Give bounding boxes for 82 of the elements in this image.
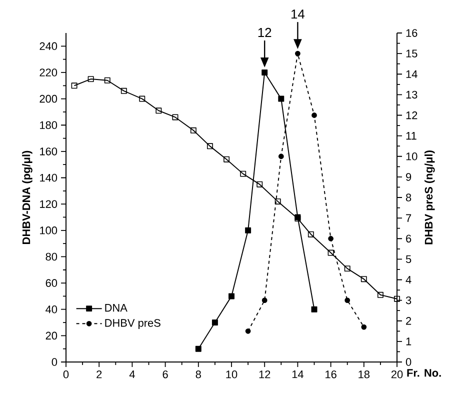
y2-tick-label: 16 (406, 29, 418, 37)
point (262, 69, 268, 76)
point (328, 250, 334, 256)
y-tick-label: 100 (40, 226, 58, 234)
point (344, 298, 350, 303)
legend-label: DNA (105, 304, 128, 312)
y2-tick-label: 14 (406, 70, 418, 78)
point (312, 112, 317, 118)
point (295, 50, 300, 56)
point (274, 198, 281, 204)
y2-tick-label: 13 (406, 90, 418, 99)
point (228, 293, 234, 300)
y2-tick-label: 15 (406, 50, 418, 58)
point (308, 231, 314, 238)
point (240, 170, 246, 177)
y2-tick-label: 6 (406, 234, 412, 243)
annotation: 14 (291, 10, 305, 19)
y2-tick-label: 3 (406, 296, 412, 304)
point (278, 154, 284, 160)
x-tick-label: 8 (196, 370, 201, 378)
y2-tick-label: 5 (406, 255, 412, 264)
point (104, 77, 110, 84)
y-tick-label: 60 (46, 279, 58, 287)
x-tick-label: 10 (226, 370, 238, 378)
y-tick-label: 240 (40, 42, 58, 50)
y2-tick-label: 9 (406, 173, 412, 181)
y-tick-label: 120 (40, 200, 58, 208)
y-tick-label: 220 (40, 68, 58, 76)
y-tick-label: 20 (46, 332, 58, 340)
y2-tick-label: 10 (406, 152, 418, 160)
point (120, 88, 127, 94)
point (256, 181, 263, 188)
point (224, 156, 230, 162)
y-tick-label: 140 (40, 174, 58, 182)
y-tick-label: 0 (52, 358, 58, 366)
x-tick-label: 6 (162, 370, 168, 378)
point (172, 114, 178, 120)
point (156, 108, 162, 114)
x-tick-label: 16 (326, 370, 336, 378)
y-tick-label: 200 (40, 94, 58, 103)
point (394, 296, 400, 302)
point (278, 96, 284, 102)
point (245, 227, 252, 234)
y-axis-title: DHBV-DNA (pg/μl) (22, 150, 32, 244)
point (377, 292, 384, 298)
point (212, 320, 218, 326)
x-tick-label: 18 (358, 370, 370, 378)
y2-tick-label: 8 (406, 194, 412, 202)
y-tick-label: 80 (46, 252, 58, 261)
point (139, 96, 146, 102)
point (88, 76, 94, 82)
y2-tick-label: 11 (406, 132, 416, 140)
y-tick-label: 160 (40, 148, 58, 156)
legend-label: DHBV preS (105, 319, 160, 329)
y2-tick-label: 0 (406, 358, 412, 366)
point (344, 266, 350, 272)
point (71, 82, 78, 89)
x-tick-label: 14 (292, 370, 304, 378)
point (328, 236, 334, 242)
y2-axis-title: DHBV preS (ng/μl) (424, 150, 435, 244)
point (190, 127, 196, 134)
x-tick-label: 2 (96, 370, 102, 378)
x-axis-title: Fr. No. (407, 369, 441, 377)
point (245, 328, 251, 334)
x-tick-label: 12 (259, 370, 270, 378)
y2-tick-label: 2 (406, 317, 412, 325)
point (311, 306, 318, 312)
y2-tick-label: 4 (406, 276, 412, 284)
y2-tick-label: 1 (406, 338, 412, 346)
point (195, 346, 202, 352)
point (361, 324, 367, 330)
point (206, 143, 213, 150)
x-tick-label: 4 (129, 370, 135, 378)
x-tick-label: 0 (63, 370, 69, 378)
y-tick-label: 40 (46, 305, 58, 314)
point (262, 298, 268, 303)
y2-tick-label: 7 (406, 214, 412, 222)
point (360, 276, 367, 282)
y2-tick-label: 12 (406, 111, 418, 120)
annotation: 12 (258, 28, 272, 37)
x-tick-label: 20 (391, 370, 403, 378)
y-tick-label: 180 (40, 121, 58, 129)
